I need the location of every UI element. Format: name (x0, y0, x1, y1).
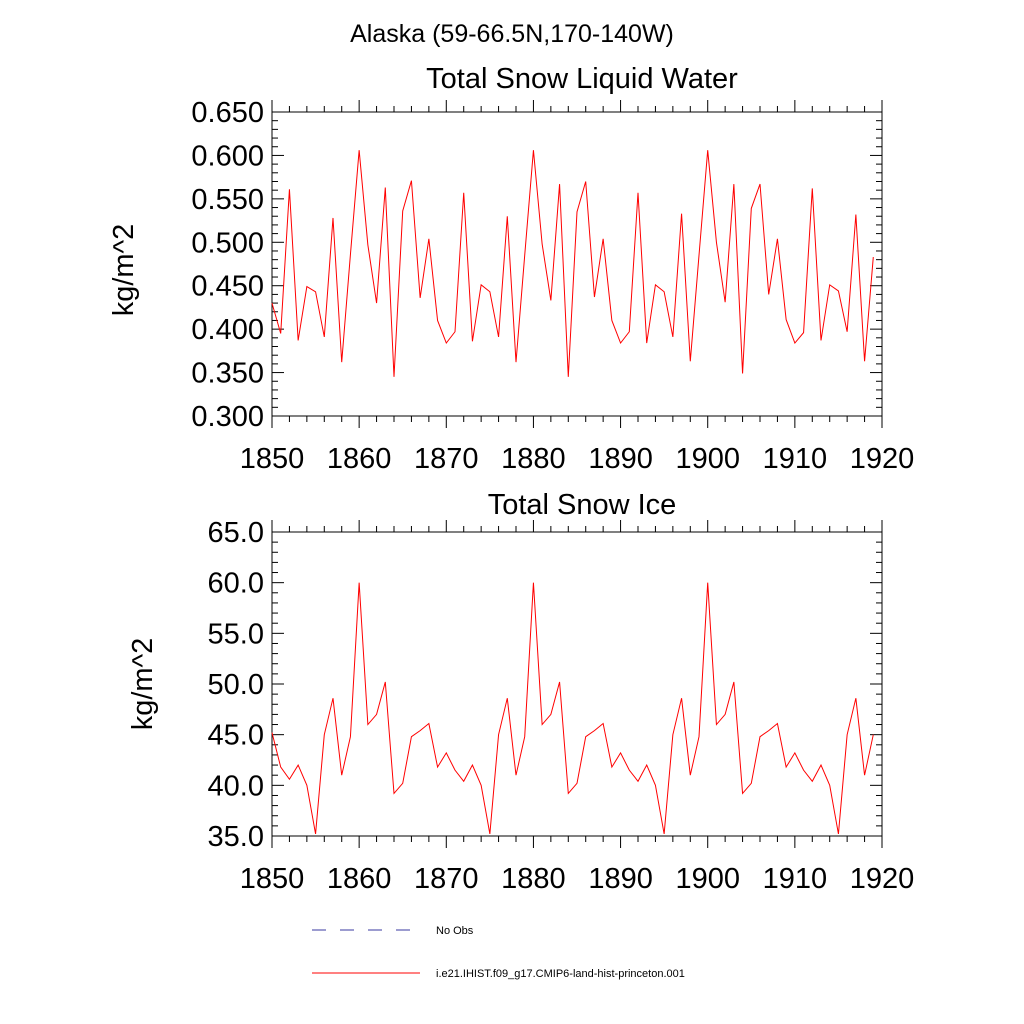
y-tick-label: 0.350 (191, 358, 264, 390)
y-tick-label: 40.0 (208, 770, 264, 802)
y-tick-label: 55.0 (208, 618, 264, 650)
x-tick-label: 1920 (850, 863, 915, 895)
x-tick-label: 1900 (675, 443, 740, 475)
x-tick-label: 1910 (763, 443, 828, 475)
legend-item-model-run: i.e21.IHIST.f09_g17.CMIP6-land-hist-prin… (312, 968, 685, 980)
y-tick-label: 0.400 (191, 314, 264, 346)
x-tick-label: 1910 (763, 863, 828, 895)
x-tick-label: 1870 (414, 863, 479, 895)
series-line (271, 150, 874, 377)
legend: No Obs i.e21.IHIST.f09_g17.CMIP6-land-hi… (312, 925, 685, 980)
y-tick-label: 0.300 (191, 401, 264, 433)
series-line (271, 582, 874, 835)
figure-title: Alaska (59-66.5N,170-140W) (350, 20, 674, 48)
x-tick-label: 1890 (588, 443, 653, 475)
y-tick-label: 0.500 (191, 227, 264, 259)
x-tick-label: 1900 (675, 863, 740, 895)
plot-frame (271, 111, 883, 417)
panel-snow-liquid-water: Total Snow Liquid Water 1850 1860 1870 1880 1… (108, 63, 914, 475)
x-tick-label: 1890 (588, 863, 653, 895)
y-tick-label: 35.0 (208, 821, 264, 853)
x-tick-label: 1870 (414, 443, 479, 475)
y-tick-label: 0.450 (191, 271, 264, 303)
y-axis-label: kg/m^2 (127, 638, 159, 731)
panel-title: Total Snow Ice (488, 489, 677, 521)
panel-title: Total Snow Liquid Water (426, 63, 738, 95)
y-tick-label: 50.0 (208, 669, 264, 701)
x-tick-label: 1850 (240, 863, 305, 895)
legend-item-no-obs: No Obs (312, 925, 474, 937)
y-axis-label: kg/m^2 (108, 224, 140, 317)
y-tick-label: 60.0 (208, 568, 264, 600)
panel-snow-ice: Total Snow Ice 1850 1860 1870 1880 1890 1900 19… (127, 489, 914, 895)
y-tick-label: 0.650 (191, 97, 264, 129)
x-tick-label: 1920 (850, 443, 915, 475)
y-tick-label: 45.0 (208, 720, 264, 752)
legend-label-no-obs: No Obs (436, 925, 474, 937)
y-tick-label: 0.600 (191, 140, 264, 172)
x-tick-label: 1880 (501, 443, 566, 475)
x-tick-label: 1860 (327, 863, 392, 895)
y-tick-label: 65.0 (208, 517, 264, 549)
x-tick-label: 1860 (327, 443, 392, 475)
x-tick-label: 1850 (240, 443, 305, 475)
y-tick-label: 0.550 (191, 184, 264, 216)
x-tick-label: 1880 (501, 863, 566, 895)
legend-label-model-run: i.e21.IHIST.f09_g17.CMIP6-land-hist-prin… (436, 968, 685, 980)
plot-frame (271, 531, 883, 837)
